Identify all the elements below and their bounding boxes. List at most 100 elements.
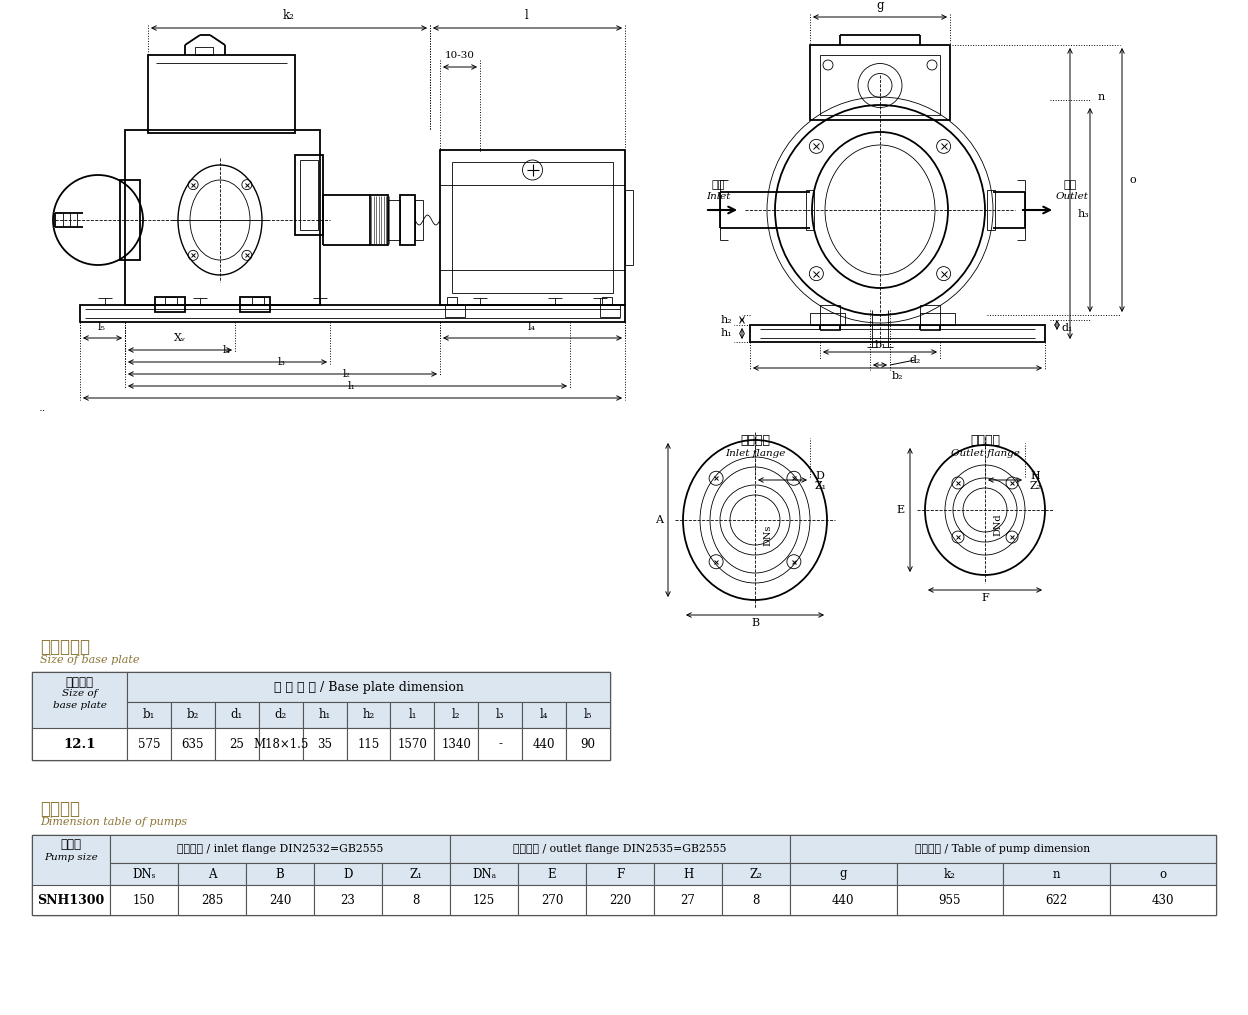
Text: 进口: 进口 [711,180,725,190]
Bar [32,672,127,760]
Bar [246,885,314,915]
Bar [240,297,270,312]
Text: DNₐ: DNₐ [472,868,495,880]
Text: l₄: l₄ [540,708,548,722]
Bar [446,304,466,317]
Bar [522,702,567,728]
Bar [125,130,319,304]
Bar [127,728,171,760]
Bar [391,702,434,728]
Text: H: H [683,868,693,880]
Bar [522,728,567,760]
Bar [750,325,1045,342]
Bar [478,702,522,728]
Text: o: o [1129,175,1137,185]
Text: A: A [655,515,663,525]
Text: 出口: 出口 [1063,180,1077,190]
Text: 635: 635 [182,738,205,750]
Text: Pump size: Pump size [44,853,97,862]
Bar [32,885,110,915]
Text: 430: 430 [1152,893,1174,906]
Text: 440: 440 [832,893,855,906]
Text: 1570: 1570 [397,738,427,750]
Bar [347,728,391,760]
Text: l₄: l₄ [528,322,535,332]
Text: -: - [498,738,502,750]
Bar [165,297,177,304]
Bar [127,672,610,702]
Bar [382,885,451,915]
Text: 23: 23 [341,893,356,906]
Bar [896,863,1003,885]
Bar [478,728,522,760]
Text: h₁: h₁ [318,708,331,722]
Text: h₂: h₂ [720,315,733,325]
Text: Dimension table of pumps: Dimension table of pumps [40,817,187,827]
Bar [567,702,610,728]
Text: F: F [981,593,988,603]
Text: 8: 8 [412,893,419,906]
Text: l₅: l₅ [99,322,106,332]
Bar [391,728,434,760]
Text: Outlet flange: Outlet flange [951,449,1020,458]
Text: Z₂: Z₂ [1030,481,1042,491]
Text: d₂: d₂ [275,708,287,722]
Text: d₁: d₁ [231,708,243,722]
Bar [258,728,302,760]
Text: Outlet: Outlet [1056,192,1088,201]
Bar [625,190,633,265]
Bar [1109,885,1216,915]
Text: k₂: k₂ [943,868,956,880]
Text: 90: 90 [580,738,595,750]
Bar [302,728,347,760]
Bar [987,190,995,230]
Bar [820,55,940,115]
Bar [110,885,178,915]
Text: base plate: base plate [52,700,106,709]
Text: DNs: DNs [763,525,773,546]
Text: 出口法兰 / outlet flange DIN2535=GB2555: 出口法兰 / outlet flange DIN2535=GB2555 [513,844,726,854]
Bar [215,702,258,728]
Text: l₅: l₅ [584,708,593,722]
Text: k₂: k₂ [283,9,295,22]
Text: l₁: l₁ [408,708,417,722]
Bar [32,835,1216,915]
Text: 150: 150 [132,893,155,906]
Bar [518,885,587,915]
Bar [32,728,127,760]
Bar [314,885,382,915]
Text: 底座规格表: 底座规格表 [40,638,90,656]
Bar [215,728,258,760]
Text: l₁: l₁ [348,381,356,391]
Bar [369,195,388,245]
Bar [178,863,246,885]
Text: B: B [751,618,759,628]
Bar [382,863,451,885]
Text: DNₛ: DNₛ [132,868,156,880]
Text: 8: 8 [753,893,760,906]
Text: 35: 35 [317,738,332,750]
Bar [314,863,382,885]
Bar [246,863,314,885]
Bar [600,304,620,317]
Text: d₁: d₁ [1062,323,1073,333]
Bar [790,835,1216,863]
Text: E: E [897,505,905,515]
Bar [347,702,391,728]
Text: A: A [207,868,216,880]
Bar [447,297,457,304]
Bar [195,47,213,55]
Text: o: o [1159,868,1167,880]
Bar [155,297,185,312]
Text: l: l [525,9,529,22]
Bar [300,160,318,230]
Text: F: F [615,868,624,880]
Bar [416,200,423,240]
Bar [401,195,416,245]
Text: B: B [276,868,285,880]
Text: b₁: b₁ [875,340,886,350]
Bar [258,702,302,728]
Bar [302,702,347,728]
Text: g: g [840,868,847,880]
Text: 1340: 1340 [442,738,472,750]
